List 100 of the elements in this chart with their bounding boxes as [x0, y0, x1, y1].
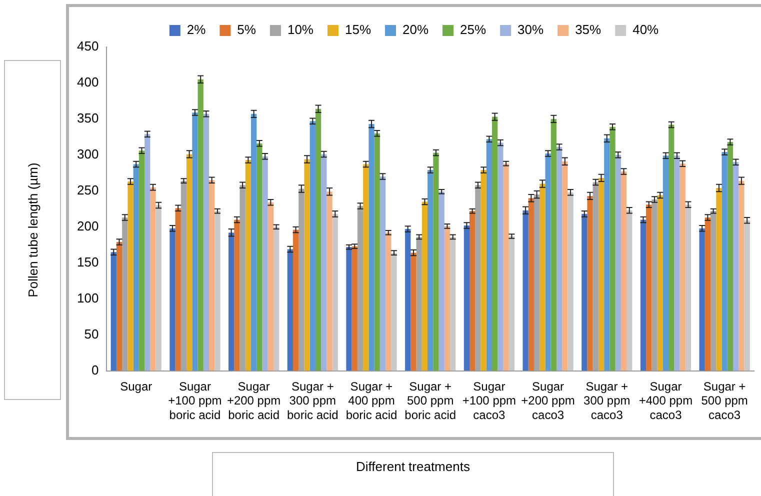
bar [245, 160, 251, 371]
bar [170, 228, 176, 371]
bar [733, 162, 739, 371]
bar [175, 208, 181, 371]
bar [116, 242, 122, 371]
bar [615, 154, 621, 371]
x-tick-label: Sugar +200 ppm caco3 [521, 379, 575, 422]
bar [203, 114, 210, 371]
y-tick-label: 350 [76, 110, 99, 126]
bar [214, 211, 220, 371]
bar [680, 164, 686, 371]
bar [470, 211, 476, 371]
x-tick-label: Sugar +200 ppm boric acid [226, 379, 281, 422]
bar [727, 142, 734, 371]
bar [598, 178, 604, 371]
bar [640, 220, 646, 371]
bar [321, 154, 327, 371]
bar [646, 204, 652, 371]
bar [332, 214, 338, 371]
bar [503, 164, 509, 371]
bar [716, 188, 722, 371]
x-tick-label: Sugar +100 ppm caco3 [462, 379, 516, 422]
y-tick-label: 150 [76, 254, 99, 270]
x-tick-label: Sugar + 500 ppm caco3 [701, 379, 748, 422]
bar [410, 252, 416, 371]
bar [363, 164, 369, 371]
bar [738, 180, 744, 371]
bar [550, 118, 556, 371]
bar [144, 134, 150, 371]
bar [368, 124, 374, 371]
bar [587, 196, 593, 371]
bar [256, 143, 262, 371]
y-tick-label: 200 [76, 218, 99, 234]
bar [662, 156, 669, 371]
bar [273, 226, 280, 371]
bar [250, 114, 257, 371]
bar [292, 230, 299, 371]
bar [562, 161, 568, 371]
bar [480, 170, 486, 371]
bar [438, 192, 444, 371]
y-tick-label: 250 [76, 182, 99, 198]
bar [610, 126, 616, 371]
x-tick-label: Sugar + 400 ppm boric acid [346, 379, 398, 422]
bar [744, 220, 750, 371]
bar [234, 220, 240, 371]
bar [722, 152, 728, 371]
legend-label: 40% [632, 22, 660, 38]
bar [315, 108, 322, 371]
bar [604, 138, 610, 371]
bar [626, 210, 632, 371]
y-tick-label: 100 [76, 290, 99, 306]
bar [699, 228, 705, 371]
bar [674, 156, 680, 371]
bar [582, 214, 588, 371]
bar [262, 156, 268, 371]
bar [287, 249, 293, 371]
legend-label: 10% [287, 22, 314, 38]
bar [156, 205, 162, 371]
bar [685, 204, 692, 371]
legend-label: 30% [518, 22, 544, 38]
y-tick-label: 50 [84, 326, 99, 342]
bar [346, 247, 352, 371]
bar [380, 176, 386, 371]
bar [198, 79, 204, 371]
bar [405, 229, 411, 371]
bar [128, 182, 134, 371]
legend-label: 35% [575, 22, 602, 38]
bar [522, 210, 528, 371]
y-tick-label: 400 [76, 74, 99, 90]
x-tick-label: Sugar +400 ppm caco3 [638, 379, 693, 422]
bar [464, 225, 470, 371]
bar [422, 202, 428, 371]
bar [386, 232, 392, 371]
bar [657, 195, 663, 371]
y-tick-label: 300 [76, 146, 99, 162]
bar [433, 152, 439, 371]
y-tick-label: 0 [91, 362, 99, 378]
legend-label: 2% [186, 22, 206, 38]
bar [133, 164, 139, 371]
x-tick-label: Sugar + 300 ppm caco3 [584, 379, 630, 422]
x-tick-label: Sugar + 300 ppm boric acid [286, 379, 338, 422]
bar [486, 139, 492, 371]
bar [352, 246, 358, 371]
bar [620, 171, 627, 371]
bar [209, 180, 215, 371]
x-tick-label: Sugar +100 ppm boric acid [168, 379, 222, 422]
bar [374, 133, 380, 371]
y-axis-title: Pollen tube length (µm) [25, 162, 40, 298]
x-axis-title: Different treatments [212, 452, 614, 496]
bar [528, 198, 534, 371]
x-tick-label: Sugar [120, 379, 152, 394]
bar [150, 187, 156, 371]
bar [568, 192, 574, 371]
legend-label: 20% [402, 22, 429, 38]
bar [498, 142, 504, 371]
bar [304, 159, 310, 371]
bar [138, 150, 145, 371]
bar [192, 112, 198, 371]
bar [110, 252, 116, 371]
bar [540, 184, 546, 371]
